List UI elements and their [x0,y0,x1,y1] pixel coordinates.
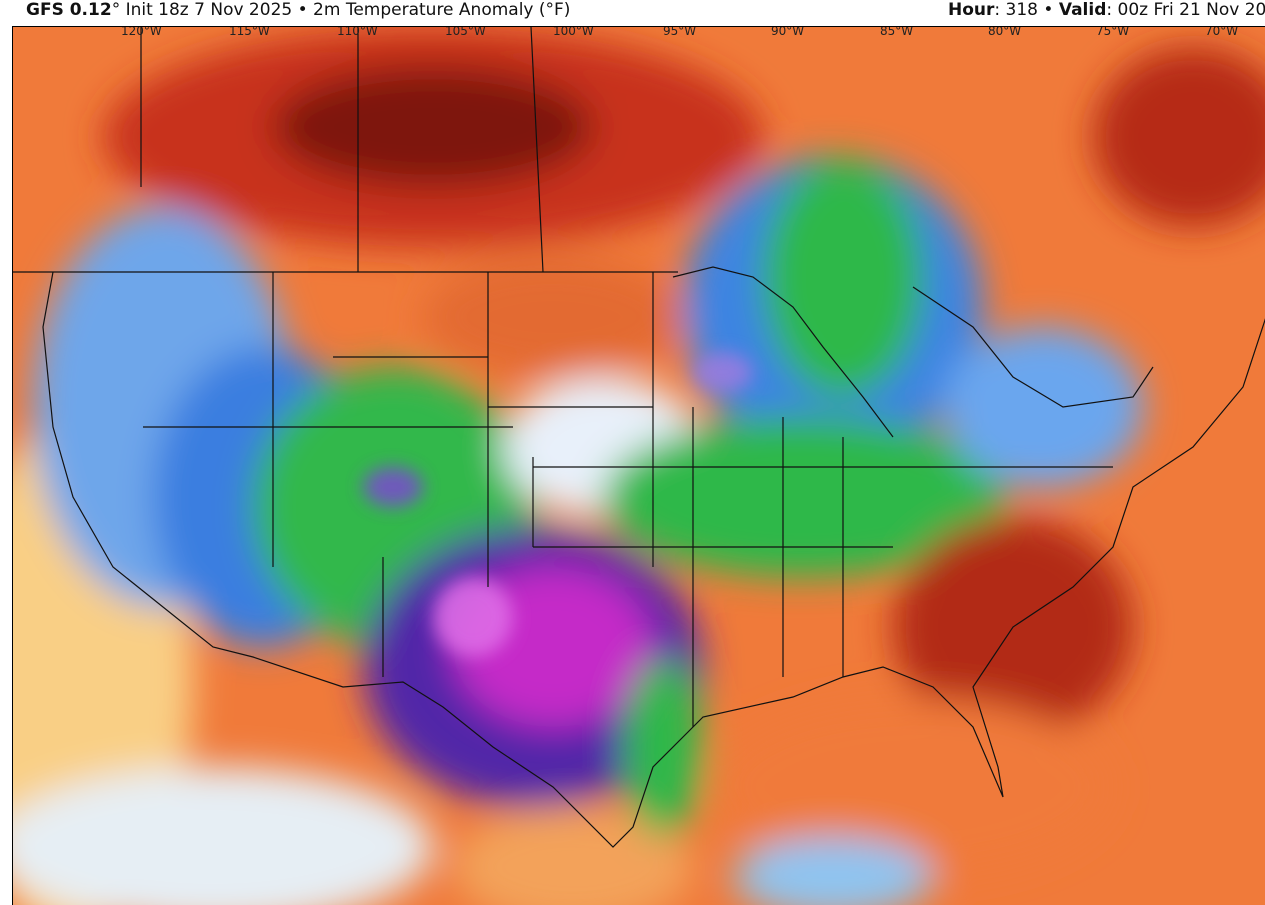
anomaly-field [13,27,1265,905]
borders [13,27,1265,848]
longitude-label: 120°W [121,26,162,38]
longitude-label: 70°W [1205,26,1239,38]
longitude-label: 105°W [445,26,486,38]
init-time: Init 18z 7 Nov 2025 [125,0,293,20]
longitude-label: 110°W [337,26,378,38]
valid-time: : 00z Fri 21 Nov 2025 [1106,0,1265,20]
forecast-info: Hour: 318 • Valid: 00z Fri 21 Nov 2025 [948,0,1265,24]
map-title: GFS 0.12° Init 18z 7 Nov 2025 • 2m Tempe… [26,0,571,20]
longitude-label: 115°W [229,26,270,38]
field-name: 2m Temperature Anomaly (°F) [313,0,571,20]
longitude-label: 100°W [553,26,594,38]
longitude-label: 80°W [988,26,1022,38]
model-name: GFS 0.12 [26,0,112,20]
longitude-label: 75°W [1096,26,1130,38]
longitude-label: 90°W [771,26,805,38]
forecast-hour: : 318 [994,0,1038,20]
temperature-anomaly-map[interactable]: 120°W 115°W 110°W 105°W 100°W 95°W 90°W … [12,26,1265,905]
longitude-label: 95°W [663,26,697,38]
longitude-label: 85°W [880,26,914,38]
